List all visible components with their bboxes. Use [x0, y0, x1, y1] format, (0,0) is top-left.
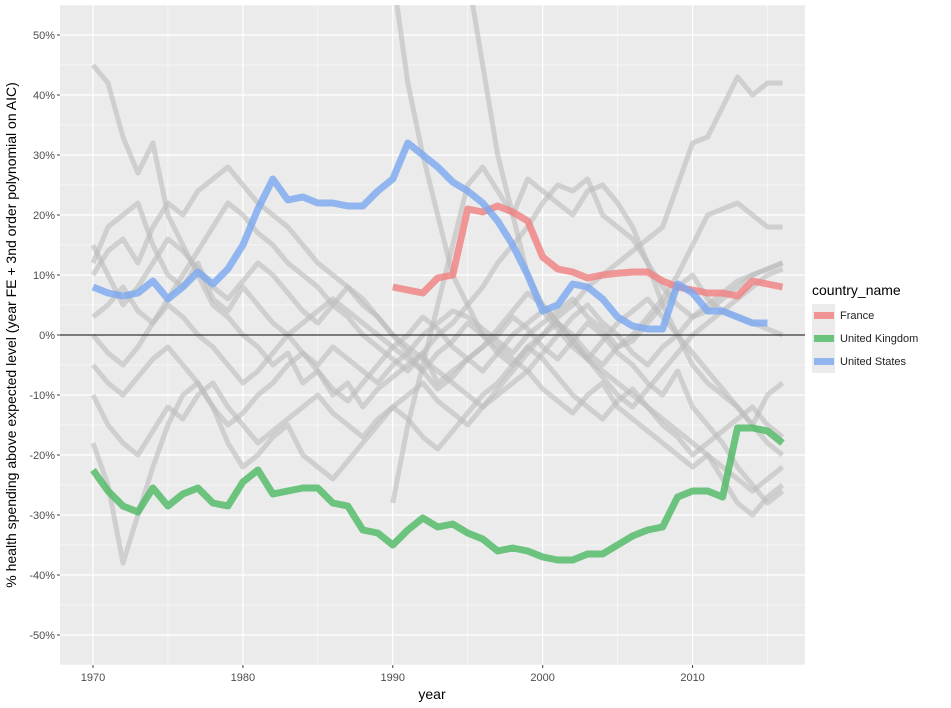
series-line-united-states: [91, 139, 768, 333]
background-country-line: [390, 164, 785, 504]
legend-item: United Kingdom: [812, 327, 918, 350]
y-tick-label: -30%: [29, 510, 55, 522]
series-line-united-kingdom: [90, 424, 785, 564]
y-axis-label: % health spending above expected level (…: [3, 82, 19, 587]
y-axis-ticks: -50% -40% -30% -20% -10% 0% 10% 20% 30% 40% 50%: [29, 30, 60, 642]
background-country-line: [91, 260, 784, 386]
legend-swatch: [813, 335, 834, 342]
background-country-line: [90, 200, 784, 386]
legend: country_name France United Kingdom United …: [812, 282, 918, 373]
y-tick-label: 40%: [33, 90, 55, 102]
highlighted-country-lines: [90, 139, 785, 564]
x-tick-label: 1990: [381, 672, 405, 684]
y-tick-label: 30%: [33, 150, 55, 162]
legend-swatch: [813, 312, 834, 319]
y-tick-label: 20%: [33, 210, 55, 222]
y-tick-label: 50%: [33, 30, 55, 42]
y-tick-label: -10%: [29, 390, 55, 402]
background-country-line: [90, 164, 785, 494]
legend-label: United Kingdom: [840, 332, 919, 345]
y-tick-label: 10%: [33, 270, 55, 282]
legend-title: country_name: [812, 282, 901, 298]
y-tick-label: -20%: [29, 450, 55, 462]
x-axis-label: year: [418, 686, 446, 702]
legend-swatch: [813, 358, 834, 365]
background-country-line: [470, 5, 783, 368]
y-tick-label: -50%: [29, 630, 55, 642]
legend-item: United States: [812, 350, 918, 373]
y-tick-label: 0%: [39, 330, 55, 342]
legend-key: [812, 304, 835, 327]
legend-label: France: [840, 309, 875, 322]
x-tick-label: 2010: [680, 672, 704, 684]
legend-label: United States: [840, 355, 907, 368]
background-country-line: [91, 63, 785, 506]
legend-key: [812, 350, 835, 373]
x-tick-label: 1980: [231, 672, 255, 684]
series-line-france: [392, 202, 784, 300]
y-tick-label: -40%: [29, 570, 55, 582]
x-tick-label: 2000: [530, 672, 554, 684]
x-tick-label: 1970: [81, 672, 105, 684]
legend-key: [812, 327, 835, 350]
legend-item: France: [812, 304, 918, 327]
x-axis-ticks: 1970 1980 1990 2000 2010: [81, 665, 705, 684]
background-country-line: [90, 368, 785, 518]
